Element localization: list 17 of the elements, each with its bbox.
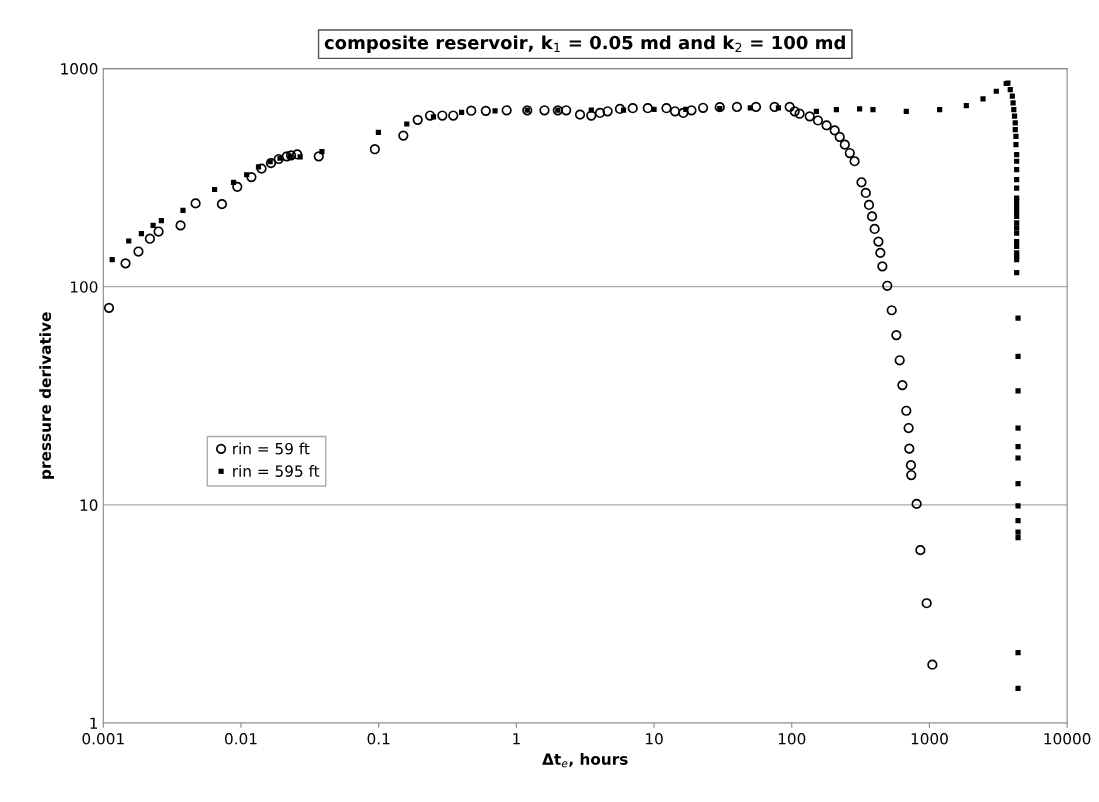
x-tick-label: 100 [778, 732, 806, 745]
y-tick-label: 10 [80, 499, 98, 511]
x-tick-label: 1 [513, 733, 520, 745]
legend-label: rin = 59 ft [233, 442, 310, 455]
chart-title: composite reservoir, k$_{1}$ = 0.05 md and k$_{2}$ = 100 md [324, 35, 845, 53]
y-tick-label: 100 [70, 281, 98, 293]
x-tick-label: 0.1 [367, 732, 390, 745]
x-axis-title: Δt$_{e}$, hours [542, 753, 628, 768]
x-tick-label: 1000 [911, 732, 948, 745]
x-tick-label: 0.01 [224, 732, 257, 745]
x-tick-label: 0.001 [82, 732, 124, 745]
y-tick-label: 1000 [61, 63, 98, 75]
x-tick-label: 10 [646, 732, 663, 745]
y-axis-title: pressure derivative [39, 312, 55, 479]
x-tick-label: 10000 [1044, 732, 1091, 745]
y-tick-label: 1 [90, 717, 98, 729]
legend-label: rin = 595 ft [233, 465, 320, 477]
